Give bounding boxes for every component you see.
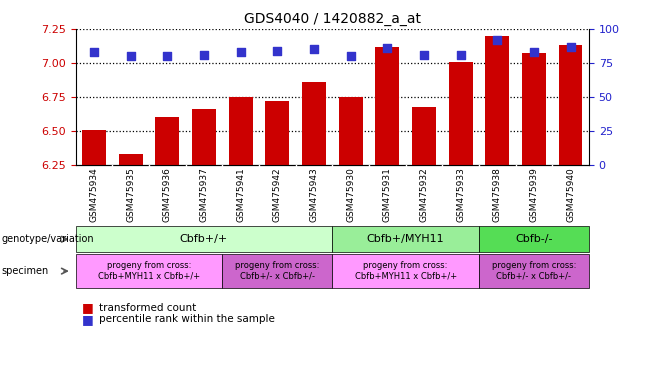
Point — [528, 49, 539, 55]
Bar — [265, 101, 290, 165]
Bar — [229, 97, 253, 165]
Point — [382, 45, 393, 51]
Title: GDS4040 / 1420882_a_at: GDS4040 / 1420882_a_at — [244, 12, 420, 26]
Text: GSM475937: GSM475937 — [199, 167, 209, 222]
Text: GSM475930: GSM475930 — [346, 167, 355, 222]
Text: ■: ■ — [82, 301, 94, 314]
Bar — [375, 46, 399, 165]
Text: specimen: specimen — [1, 266, 49, 276]
Bar — [155, 118, 179, 165]
Text: GSM475941: GSM475941 — [236, 167, 245, 222]
Point — [272, 48, 282, 54]
Point — [236, 49, 246, 55]
Text: percentile rank within the sample: percentile rank within the sample — [99, 314, 274, 324]
Bar — [559, 45, 582, 165]
Point — [565, 43, 576, 50]
Text: Cbfb+/+: Cbfb+/+ — [180, 234, 228, 244]
Text: GSM475943: GSM475943 — [309, 167, 318, 222]
Text: GSM475939: GSM475939 — [530, 167, 538, 222]
Text: GSM475931: GSM475931 — [383, 167, 392, 222]
Text: genotype/variation: genotype/variation — [1, 234, 94, 244]
Bar — [486, 36, 509, 165]
Text: Cbfb+/MYH11: Cbfb+/MYH11 — [367, 234, 444, 244]
Text: progeny from cross:
Cbfb+MYH11 x Cbfb+/+: progeny from cross: Cbfb+MYH11 x Cbfb+/+ — [98, 262, 200, 281]
Text: GSM475938: GSM475938 — [493, 167, 502, 222]
Point — [126, 53, 136, 59]
Point — [455, 51, 466, 58]
Text: GSM475936: GSM475936 — [163, 167, 172, 222]
Bar — [192, 109, 216, 165]
Bar — [302, 82, 326, 165]
Point — [162, 53, 172, 59]
Bar — [118, 154, 143, 165]
Point — [418, 51, 429, 58]
Point — [345, 53, 356, 59]
Text: GSM475934: GSM475934 — [89, 167, 99, 222]
Point — [89, 49, 99, 55]
Bar — [449, 61, 472, 165]
Text: GSM475933: GSM475933 — [456, 167, 465, 222]
Point — [199, 51, 209, 58]
Text: ■: ■ — [82, 313, 94, 326]
Point — [309, 46, 319, 52]
Text: GSM475940: GSM475940 — [566, 167, 575, 222]
Point — [492, 36, 503, 43]
Text: GSM475932: GSM475932 — [419, 167, 428, 222]
Text: progeny from cross:
Cbfb+/- x Cbfb+/-: progeny from cross: Cbfb+/- x Cbfb+/- — [235, 262, 320, 281]
Bar — [82, 130, 106, 165]
Bar — [339, 97, 363, 165]
Text: Cbfb-/-: Cbfb-/- — [515, 234, 553, 244]
Text: transformed count: transformed count — [99, 303, 196, 313]
Text: progeny from cross:
Cbfb+MYH11 x Cbfb+/+: progeny from cross: Cbfb+MYH11 x Cbfb+/+ — [355, 262, 457, 281]
Text: progeny from cross:
Cbfb+/- x Cbfb+/-: progeny from cross: Cbfb+/- x Cbfb+/- — [492, 262, 576, 281]
Bar — [522, 53, 546, 165]
Text: GSM475935: GSM475935 — [126, 167, 135, 222]
Bar — [412, 106, 436, 165]
Text: GSM475942: GSM475942 — [273, 167, 282, 222]
